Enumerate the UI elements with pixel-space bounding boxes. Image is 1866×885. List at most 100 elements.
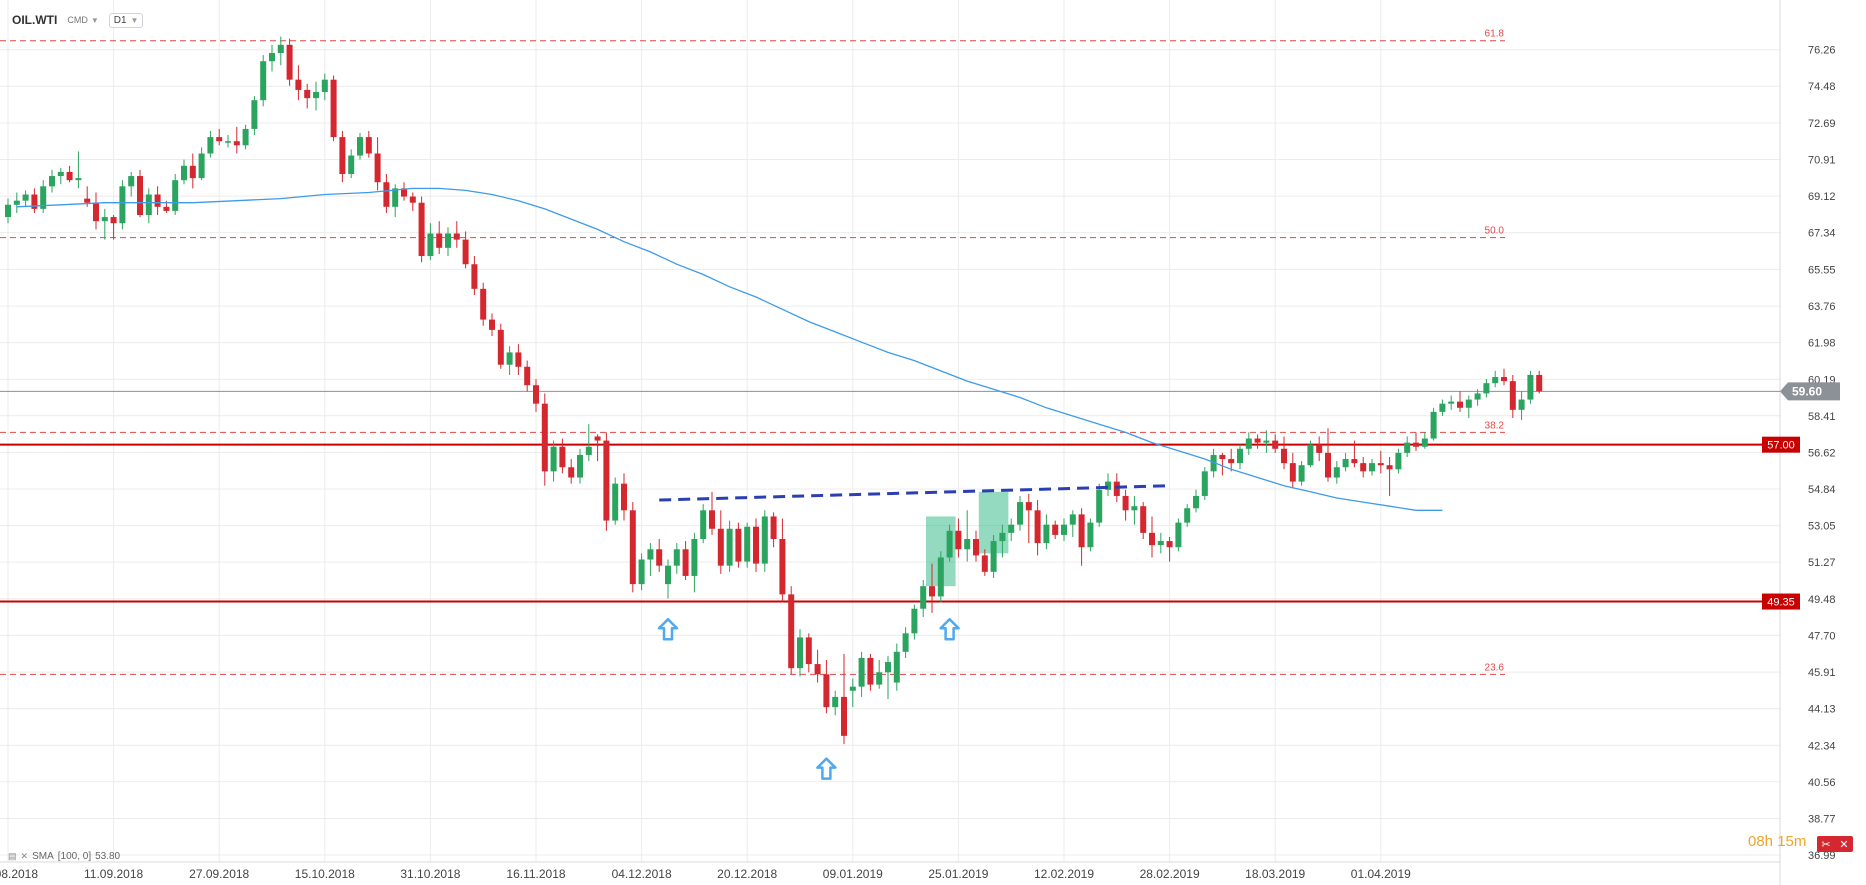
candle-body <box>1342 459 1349 468</box>
candle-body <box>770 516 777 540</box>
candle <box>929 563 935 613</box>
candle-body <box>1448 401 1455 404</box>
candle-body <box>189 165 196 179</box>
candle <box>1289 452 1296 488</box>
candle <box>559 438 566 474</box>
x-tick-label: 20.12.2018 <box>717 867 777 881</box>
candle-body <box>506 352 513 365</box>
instrument-type-selector[interactable]: CMD ▼ <box>67 15 98 25</box>
candle <box>1149 516 1155 558</box>
candle <box>1272 434 1279 453</box>
candle-body <box>656 549 663 566</box>
symbol-label[interactable]: OIL.WTI <box>12 13 58 27</box>
y-tick-label: 47.70 <box>1808 630 1836 642</box>
candle <box>93 192 99 230</box>
candle <box>1069 510 1076 537</box>
candle-body <box>1237 448 1243 464</box>
candle-body <box>1157 541 1164 546</box>
candle-body <box>198 153 205 179</box>
candle <box>277 36 284 66</box>
candle <box>550 440 557 482</box>
candle <box>40 180 47 213</box>
candle-body <box>814 664 821 675</box>
close-position-box[interactable]: ✂ ✕ <box>1817 836 1853 852</box>
candle-body <box>946 530 953 558</box>
close-icon[interactable]: ✕ <box>1839 838 1849 851</box>
candle <box>841 653 847 745</box>
candle-body <box>744 526 751 562</box>
candle-body <box>409 196 416 203</box>
candle <box>911 604 918 640</box>
timeframe-selector[interactable]: D1 ▼ <box>108 12 144 28</box>
y-tick-label: 70.91 <box>1808 154 1836 166</box>
candle-body <box>1465 399 1472 408</box>
y-tick-label: 54.84 <box>1808 484 1836 496</box>
arrow-up-icon <box>657 617 679 641</box>
sma-label: SMA <box>32 851 54 862</box>
candle-body <box>726 528 733 566</box>
candle <box>233 126 240 154</box>
chevron-down-icon: ▼ <box>130 15 139 25</box>
sma-legend[interactable]: ▤ ✕ SMA [100, 0] 53.80 <box>8 851 120 862</box>
candle-body <box>647 549 654 560</box>
candle <box>753 518 759 572</box>
candle <box>1483 379 1490 398</box>
candle <box>462 231 469 269</box>
candle-body <box>1509 381 1516 410</box>
candle-body <box>1377 463 1384 466</box>
candle-body <box>893 651 900 683</box>
candle <box>1087 518 1094 552</box>
candle-body <box>1439 403 1446 412</box>
y-tick-label: 74.48 <box>1808 81 1836 93</box>
remove-indicator-icon[interactable]: ✕ <box>20 851 29 861</box>
candle <box>110 215 117 240</box>
candle-body <box>357 137 363 156</box>
candle <box>207 130 214 158</box>
candle-body <box>1333 467 1340 478</box>
candle-body <box>1219 454 1226 460</box>
current-price-tag <box>1780 382 1840 401</box>
level-tag-label: 49.35 <box>1767 597 1795 609</box>
candle <box>788 586 795 675</box>
candle-body <box>717 528 724 566</box>
candle <box>1518 391 1525 421</box>
candle-body <box>823 674 830 708</box>
candle <box>1122 489 1129 521</box>
candle <box>1263 430 1270 453</box>
candle-body <box>990 541 997 572</box>
candle <box>1307 440 1314 468</box>
candle-body <box>1008 524 1015 533</box>
candle-body <box>1245 438 1252 449</box>
candle-body <box>1325 452 1331 478</box>
candle-body <box>5 204 11 218</box>
candle <box>999 524 1006 558</box>
candle-body <box>1263 440 1270 443</box>
candle-body <box>999 532 1006 542</box>
candles <box>5 36 1543 745</box>
candle <box>541 393 548 486</box>
candle <box>392 184 399 218</box>
arrow-up-icon <box>939 617 960 641</box>
candle <box>49 169 55 193</box>
candle <box>638 553 645 591</box>
scissors-icon[interactable]: ✂ <box>1821 838 1831 851</box>
candle-body <box>1069 514 1076 525</box>
y-tick-label: 42.34 <box>1808 740 1836 752</box>
candle <box>1474 389 1481 406</box>
candle-body <box>295 79 302 90</box>
candle-body <box>1105 481 1111 490</box>
indicator-settings-icon[interactable]: ▤ <box>8 851 17 861</box>
candle-body <box>1193 495 1199 509</box>
candle <box>577 448 583 484</box>
candle-body <box>1483 383 1490 394</box>
candle <box>665 559 671 599</box>
candle-body <box>1386 465 1393 470</box>
candle-body <box>682 549 689 576</box>
candle <box>735 522 742 568</box>
candle <box>427 223 434 261</box>
candle <box>1501 368 1507 386</box>
candle-body <box>797 637 803 669</box>
candle-body <box>330 79 337 138</box>
candle <box>119 180 126 230</box>
